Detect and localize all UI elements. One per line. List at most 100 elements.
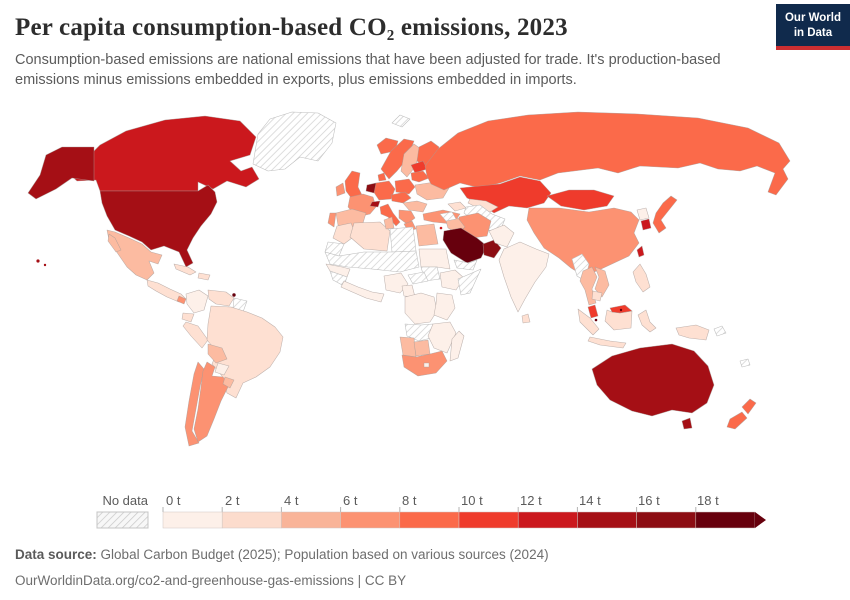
country-caucasus[interactable] xyxy=(447,201,467,212)
country-denmark[interactable] xyxy=(377,172,387,182)
country-ireland[interactable] xyxy=(335,182,346,197)
country-svalbard[interactable] xyxy=(391,114,411,128)
country-cuba[interactable] xyxy=(173,263,197,276)
country-alaska[interactable] xyxy=(27,146,95,200)
country-belarus[interactable] xyxy=(410,170,430,183)
country-trinidad[interactable] xyxy=(232,293,236,297)
country-philippines[interactable] xyxy=(632,263,651,293)
country-russia[interactable] xyxy=(424,111,791,196)
world-map-svg xyxy=(27,111,791,447)
country-india[interactable] xyxy=(498,241,550,313)
country-usa[interactable] xyxy=(99,184,218,268)
country-syria[interactable] xyxy=(439,211,457,222)
country-north-korea[interactable] xyxy=(636,207,650,221)
canonical-url-link[interactable]: OurWorldinData.org/co2-and-greenhouse-ga… xyxy=(15,572,407,588)
legend-cell-7[interactable] xyxy=(577,511,637,529)
country-libya[interactable] xyxy=(389,226,417,253)
country-benelux[interactable] xyxy=(365,182,377,194)
country-tasmania[interactable] xyxy=(681,417,693,430)
country-mongolia[interactable] xyxy=(546,189,615,211)
country-brunei[interactable] xyxy=(619,308,623,312)
country-central-europe[interactable] xyxy=(390,191,412,204)
country-peru[interactable] xyxy=(182,321,209,349)
country-egypt[interactable] xyxy=(415,223,439,247)
country-japan[interactable] xyxy=(652,195,678,234)
country-switzerland[interactable] xyxy=(369,200,381,208)
country-botswana[interactable] xyxy=(413,339,431,357)
country-china[interactable] xyxy=(526,207,640,277)
country-zambia-mozambique[interactable] xyxy=(427,321,457,354)
country-hawaii[interactable] xyxy=(36,259,40,263)
country-ecuador[interactable] xyxy=(181,312,195,323)
country-central-african-republic[interactable] xyxy=(407,271,429,285)
country-west-africa-coast[interactable] xyxy=(340,280,385,303)
country-singapore[interactable] xyxy=(594,318,598,322)
country-uk[interactable] xyxy=(344,170,364,200)
country-malaysia[interactable] xyxy=(587,304,599,319)
country-tunisia[interactable] xyxy=(383,216,395,230)
country-romania[interactable] xyxy=(402,200,428,213)
legend-cell-8[interactable] xyxy=(636,511,697,529)
country-baja[interactable] xyxy=(107,233,122,253)
legend-tick-label-1: 2 t xyxy=(225,493,240,508)
country-east-africa[interactable] xyxy=(433,292,456,321)
country-sulawesi[interactable] xyxy=(637,309,657,333)
country-canada[interactable] xyxy=(65,115,260,192)
country-panama[interactable] xyxy=(176,295,187,305)
country-sri-lanka[interactable] xyxy=(521,313,531,324)
country-argentina[interactable] xyxy=(193,361,230,443)
country-lesotho[interactable] xyxy=(423,362,430,368)
legend-cell-1[interactable] xyxy=(221,511,282,529)
country-cambodia[interactable] xyxy=(591,290,603,302)
country-chile[interactable] xyxy=(184,361,205,447)
country-taiwan[interactable] xyxy=(636,245,645,258)
country-morocco[interactable] xyxy=(332,222,357,245)
country-dr-congo[interactable] xyxy=(404,292,438,325)
country-pakistan[interactable] xyxy=(488,224,515,248)
country-new-zealand-south[interactable] xyxy=(726,411,748,430)
country-greenland[interactable] xyxy=(252,111,337,172)
country-saudi-arabia[interactable] xyxy=(442,227,488,264)
country-balkans[interactable] xyxy=(398,209,416,225)
country-australia[interactable] xyxy=(591,343,715,417)
country-java[interactable] xyxy=(587,336,627,349)
country-colombia[interactable] xyxy=(185,289,209,314)
country-algeria[interactable] xyxy=(349,221,391,252)
country-poland[interactable] xyxy=(394,178,416,195)
country-hispaniola[interactable] xyxy=(197,272,211,281)
legend-cell-3[interactable] xyxy=(340,511,401,529)
legend-cell-9[interactable] xyxy=(695,511,756,529)
owid-logo[interactable]: Our World in Data xyxy=(775,4,850,50)
country-sudan[interactable] xyxy=(418,248,451,270)
country-yemen[interactable] xyxy=(453,259,478,271)
country-hawaii-2[interactable] xyxy=(43,263,47,267)
country-madagascar[interactable] xyxy=(449,330,465,362)
country-portugal[interactable] xyxy=(327,212,337,228)
country-senegal-region[interactable] xyxy=(325,263,351,278)
legend-cell-5[interactable] xyxy=(458,511,519,529)
legend-cell-2[interactable] xyxy=(281,511,341,529)
country-papua-new-guinea[interactable] xyxy=(675,324,710,341)
country-uruguay[interactable] xyxy=(222,376,235,389)
country-new-caledonia[interactable] xyxy=(739,358,751,368)
country-namibia[interactable] xyxy=(399,336,417,358)
country-laos-vietnam[interactable] xyxy=(594,266,610,298)
country-venezuela[interactable] xyxy=(207,289,235,307)
no-data-swatch[interactable] xyxy=(96,511,149,529)
country-sumatra[interactable] xyxy=(577,308,600,336)
country-png-islands[interactable] xyxy=(713,325,727,337)
country-uzbekistan[interactable] xyxy=(467,198,499,213)
country-oman-uae[interactable] xyxy=(482,239,502,259)
country-bolivia[interactable] xyxy=(207,343,228,364)
country-somalia[interactable] xyxy=(457,268,482,296)
country-israel[interactable] xyxy=(439,226,443,230)
country-new-zealand-north[interactable] xyxy=(741,398,757,415)
country-mexico[interactable] xyxy=(106,229,163,281)
country-south-korea[interactable] xyxy=(640,218,652,231)
legend-cell-0[interactable] xyxy=(162,511,223,529)
legend-cell-4[interactable] xyxy=(399,511,460,529)
country-italy[interactable] xyxy=(379,203,401,227)
country-sahara-band[interactable] xyxy=(324,250,420,273)
country-paraguay[interactable] xyxy=(214,362,230,376)
legend-cell-6[interactable] xyxy=(517,511,578,529)
